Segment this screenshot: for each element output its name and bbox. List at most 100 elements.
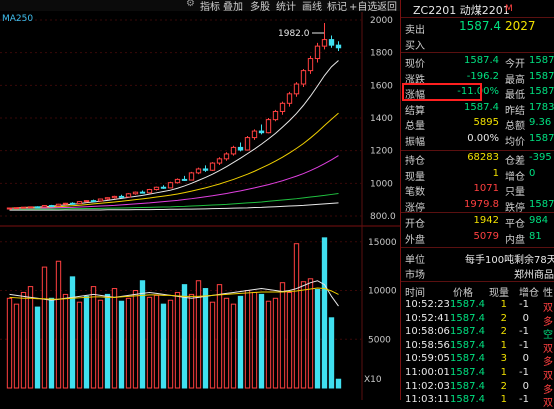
volume-bar bbox=[48, 297, 55, 389]
candle-body bbox=[6, 207, 13, 210]
candle-body bbox=[216, 158, 223, 164]
trade-time: 10:52:41 bbox=[405, 312, 450, 324]
quote-label: 振幅 bbox=[405, 137, 425, 148]
trade-volume: 1 bbox=[500, 367, 507, 378]
toolbar-draw-line[interactable]: 画线 bbox=[302, 2, 322, 13]
trade-nature: 多 bbox=[543, 384, 553, 396]
toolbar-overlay[interactable]: 叠加 bbox=[223, 2, 243, 13]
quote-panel: ZC2201 动煤2201 M 卖出 1587.4 2027 买入 现价 1587… bbox=[400, 0, 554, 409]
volume-bar bbox=[62, 293, 69, 389]
trade-time: 10:59:05 bbox=[405, 353, 450, 365]
trade-oi: -1 bbox=[519, 326, 529, 338]
volume-bar bbox=[209, 301, 216, 389]
volume-bar bbox=[153, 294, 160, 389]
trade-oi: -1 bbox=[519, 339, 529, 351]
remaining-days: 剩余78天 bbox=[514, 255, 554, 266]
trade-price: 1587.4 bbox=[450, 367, 485, 378]
candle-body bbox=[265, 119, 272, 134]
quote-value: 1587.4 bbox=[464, 55, 499, 66]
volume-bar bbox=[251, 291, 258, 389]
buy-label: 买入 bbox=[405, 41, 425, 52]
volume-bar bbox=[216, 284, 223, 389]
volume-bar bbox=[272, 297, 279, 389]
volume-bar bbox=[76, 301, 83, 389]
volume-ma-line bbox=[9, 287, 339, 300]
candle-body bbox=[76, 201, 83, 205]
candle-body bbox=[48, 205, 55, 208]
price-axis-tick: 1800 bbox=[370, 49, 393, 59]
trade-price: 1587.4 bbox=[450, 326, 485, 338]
candle-body bbox=[55, 203, 62, 207]
volume-bar bbox=[69, 276, 76, 389]
trade-time: 11:00:01 bbox=[405, 367, 450, 378]
candle-body bbox=[27, 206, 34, 209]
quote-label: 涨幅 bbox=[405, 90, 425, 102]
candle-body bbox=[69, 202, 76, 205]
volume-bar bbox=[202, 288, 209, 389]
quote-label: 跌停 bbox=[505, 202, 525, 214]
volume-bar bbox=[34, 306, 41, 389]
quote-value: 1071 bbox=[473, 183, 499, 194]
volume-axis-tick: 10000 bbox=[368, 287, 397, 297]
quote-label: 内盘 bbox=[505, 235, 525, 246]
peak-price-label: 1982.0 bbox=[278, 29, 310, 39]
trade-price: 1587.4 bbox=[450, 380, 485, 392]
quote-label: 总额 bbox=[505, 121, 525, 133]
candle-body bbox=[174, 178, 181, 184]
volume-bar bbox=[160, 303, 167, 389]
change-percent-highlight-box bbox=[402, 83, 482, 101]
toolbar-multi-stock[interactable]: 多股 bbox=[250, 2, 270, 13]
trade-nature: 多 bbox=[543, 357, 553, 369]
trade-oi: -1 bbox=[519, 299, 529, 310]
sell-price[interactable]: 1587.4 bbox=[459, 19, 501, 33]
price-axis-tick: 1000 bbox=[370, 179, 393, 189]
candle-body bbox=[111, 195, 118, 199]
trade-time: 10:52:23 bbox=[405, 299, 450, 310]
quote-label: 涨停 bbox=[405, 202, 425, 214]
trade-volume: 2 bbox=[500, 326, 507, 338]
candle-body bbox=[258, 130, 265, 134]
price-axis-tick: 1200 bbox=[370, 147, 393, 157]
trade-price: 1587.4 bbox=[450, 312, 485, 324]
candle-body bbox=[181, 178, 188, 181]
candle-body bbox=[244, 137, 251, 151]
trades-col-time: 时间 bbox=[405, 288, 425, 299]
ma250-label: MA250 bbox=[2, 14, 33, 24]
toolbar-statistics[interactable]: 统计 bbox=[276, 2, 296, 13]
toolbar-back[interactable]: 返回 bbox=[377, 2, 397, 13]
price-axis-tick: 1600 bbox=[370, 81, 393, 91]
price-axis-tick: 1400 bbox=[370, 114, 393, 124]
unit-label: 单位 bbox=[405, 255, 425, 266]
trade-nature: 多 bbox=[543, 316, 553, 328]
candle-body bbox=[286, 93, 293, 104]
quote-value: 0 bbox=[529, 167, 536, 179]
candle-body bbox=[202, 168, 209, 171]
volume-bar bbox=[244, 290, 251, 389]
candle-body bbox=[62, 202, 69, 205]
trades-col-volume: 现量 bbox=[489, 288, 509, 299]
toolbar-mark[interactable]: 标记 bbox=[327, 2, 347, 13]
sell-label: 卖出 bbox=[405, 25, 425, 36]
quote-value: 5895 bbox=[473, 117, 499, 129]
gear-icon[interactable]: ⚙ bbox=[186, 0, 195, 9]
candle-body bbox=[97, 198, 104, 202]
quote-label: 现量 bbox=[405, 171, 425, 183]
quote-label: 涨跌 bbox=[405, 74, 425, 86]
market-label: 市场 bbox=[405, 270, 425, 281]
toolbar-indicator[interactable]: 指标 bbox=[200, 2, 220, 13]
quote-label: 最低 bbox=[505, 90, 525, 102]
quote-label: 结算 bbox=[405, 105, 425, 117]
volume-bar bbox=[83, 295, 90, 389]
volume-bar bbox=[230, 303, 237, 389]
volume-bar bbox=[328, 317, 335, 389]
candle-body bbox=[188, 172, 195, 181]
volume-bar bbox=[90, 286, 97, 389]
volume-bar bbox=[118, 300, 125, 389]
volume-bar bbox=[132, 290, 139, 389]
toolbar-add-watchlist[interactable]: +自选 bbox=[349, 2, 378, 13]
quote-label: 均价 bbox=[505, 137, 525, 148]
unit-value: 每手100吨 bbox=[465, 255, 515, 266]
quote-value: 1587 bbox=[529, 86, 554, 98]
volume-bar bbox=[314, 289, 321, 389]
trades-col-nature: 性 bbox=[543, 288, 553, 299]
